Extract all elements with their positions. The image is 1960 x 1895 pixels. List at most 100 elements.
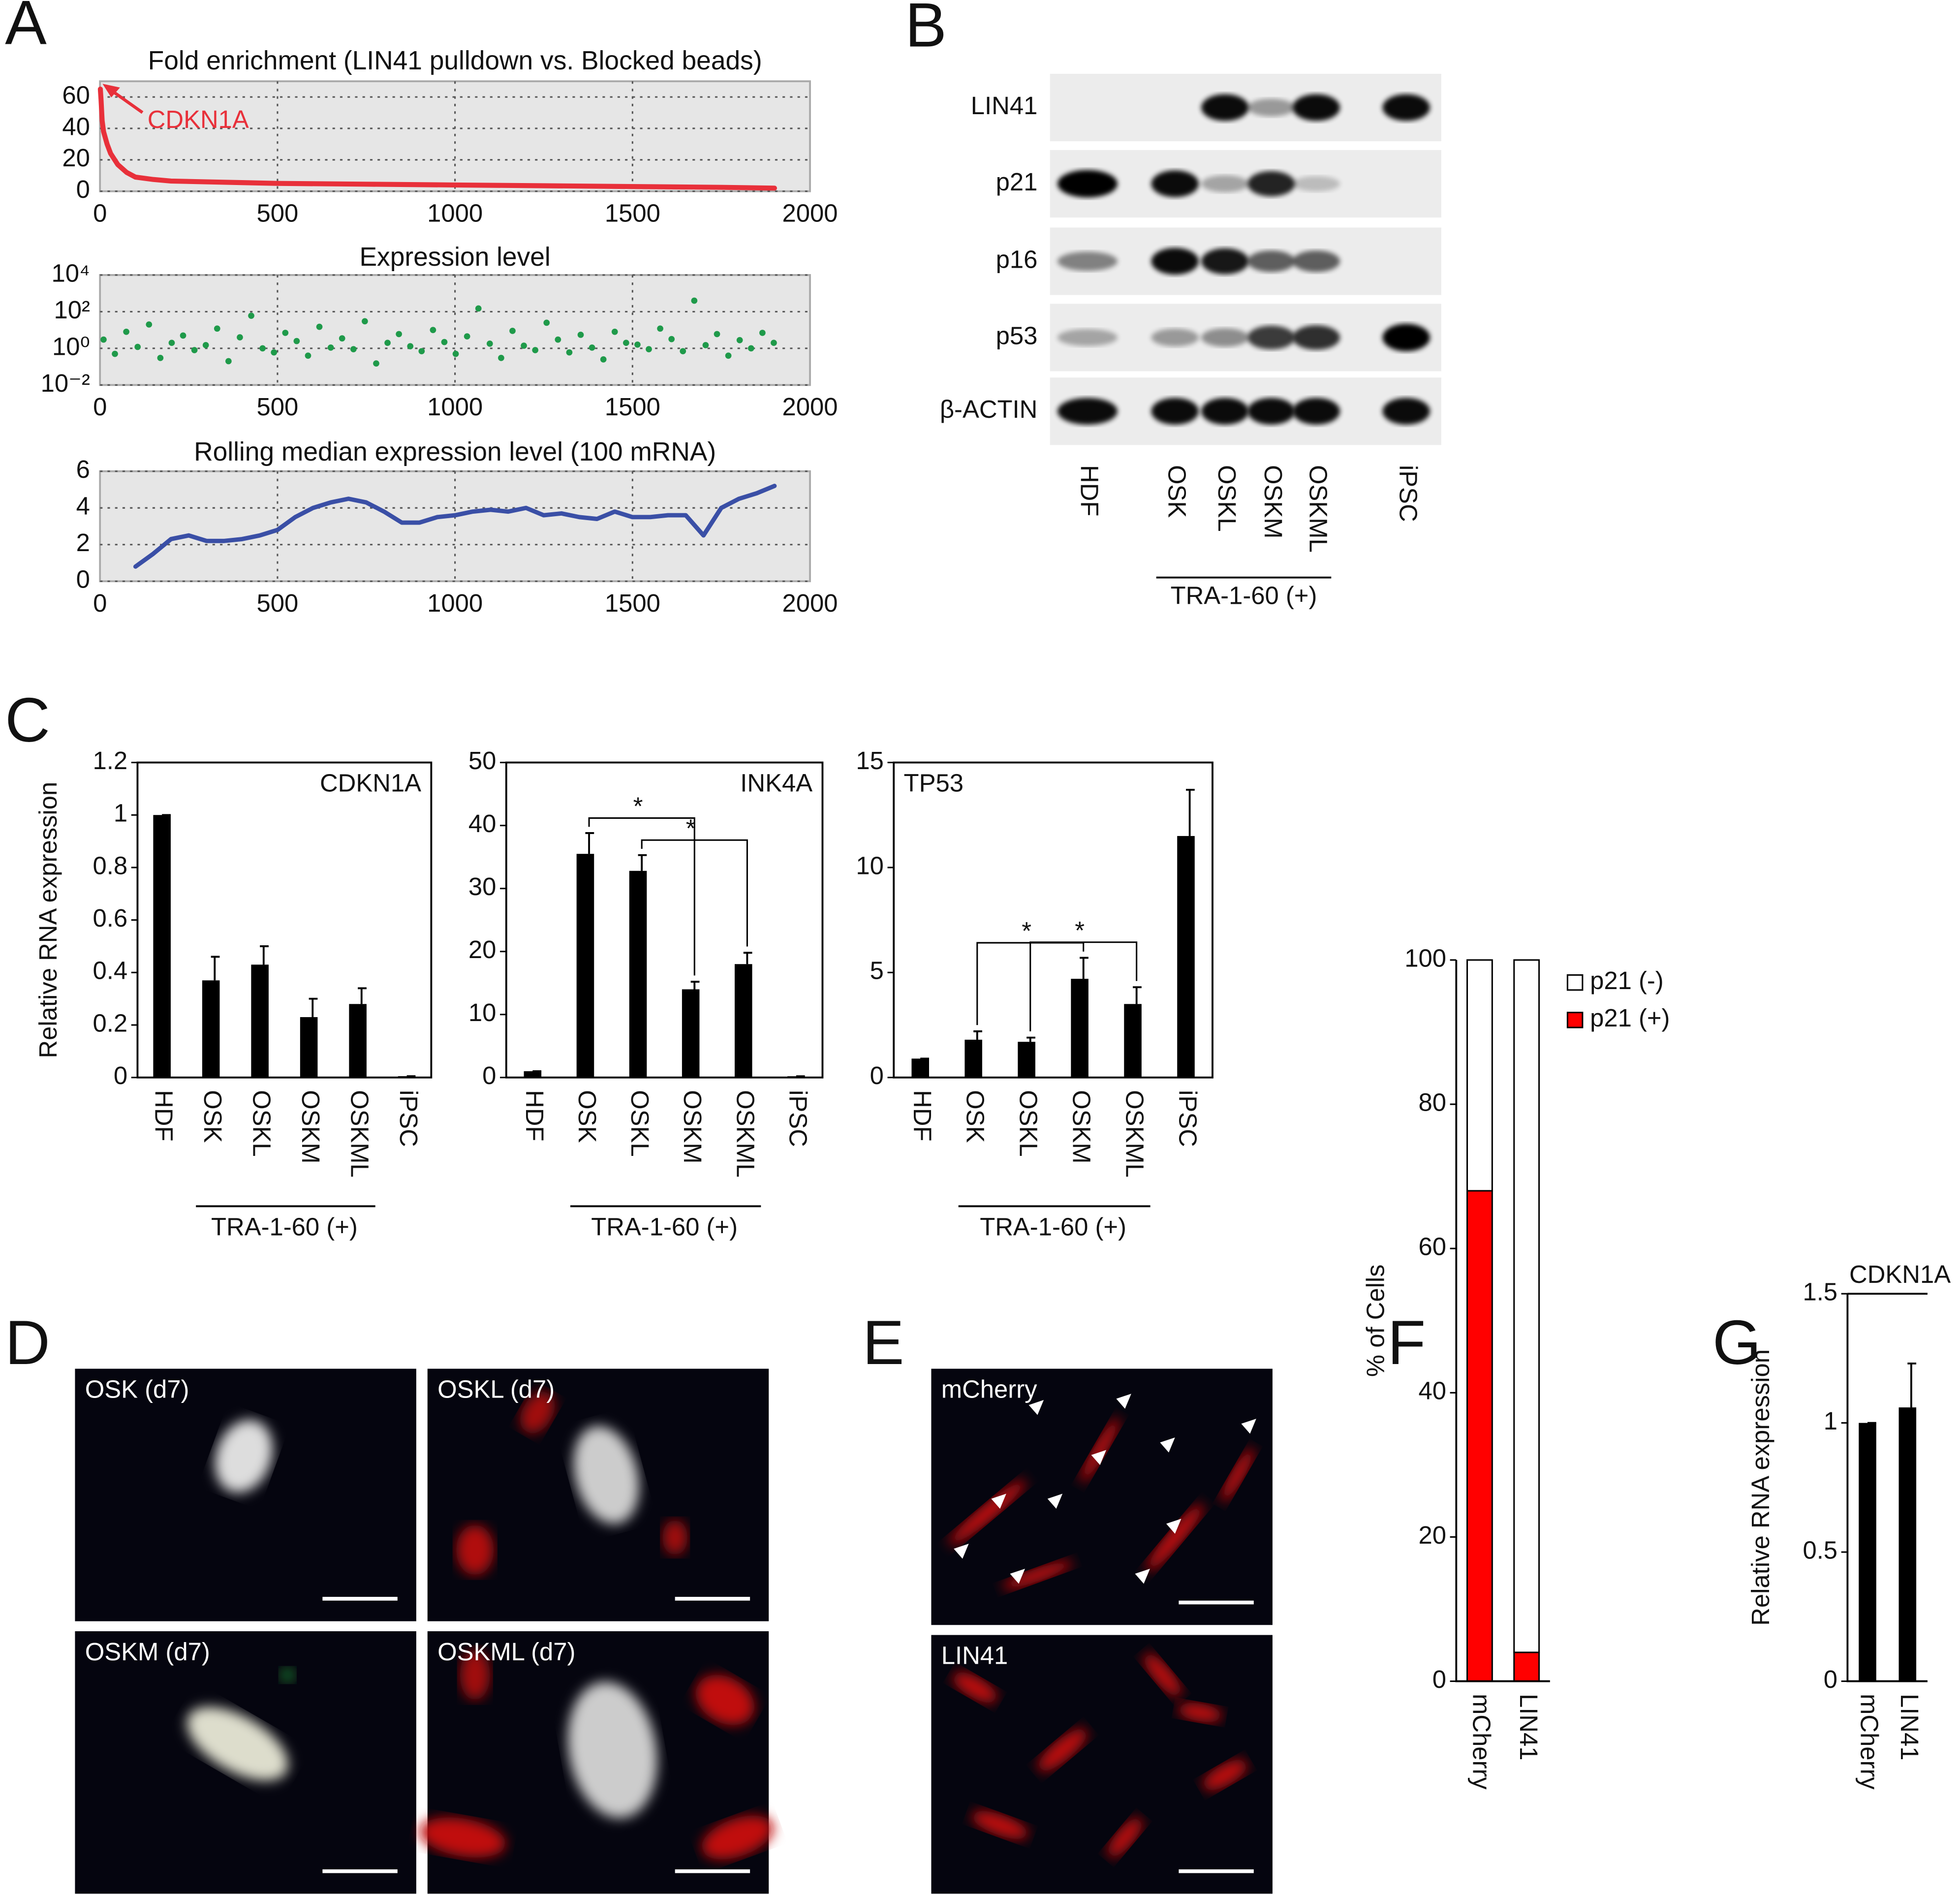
point <box>611 328 618 335</box>
point <box>498 355 504 361</box>
error-bar <box>743 952 752 964</box>
error-bar <box>211 956 220 981</box>
point <box>305 352 311 359</box>
y-tick-label: 20 <box>1418 1521 1446 1549</box>
y-tick-label: 40 <box>62 112 90 140</box>
x-tick-label: OSKL <box>248 1090 276 1157</box>
y-tick-label: 0.8 <box>93 851 127 879</box>
y-tick-label: 10⁴ <box>52 259 90 287</box>
bar <box>251 964 269 1078</box>
point <box>566 349 573 356</box>
micrograph <box>931 1635 1273 1894</box>
x-tick-label: OSK <box>573 1090 601 1143</box>
point <box>225 358 232 365</box>
micrograph-label: OSKM (d7) <box>85 1638 210 1666</box>
error-bar <box>358 987 367 1004</box>
group-label: TRA-1-60 (+) <box>211 1212 358 1241</box>
x-tick-label: 1500 <box>605 199 660 227</box>
axes <box>1455 960 1550 1682</box>
point <box>282 330 289 336</box>
x-tick-label: OSKM <box>679 1090 707 1164</box>
panel-label: E <box>863 1307 904 1377</box>
y-tick-label: 80 <box>1418 1088 1446 1116</box>
point <box>725 352 732 359</box>
band <box>1057 251 1118 271</box>
point <box>157 355 164 361</box>
error-bar <box>1907 1362 1917 1408</box>
point <box>680 348 686 355</box>
arrowhead <box>1135 1568 1150 1584</box>
y-tick-label: 40 <box>1418 1377 1446 1405</box>
y-tick-label: 1 <box>114 799 127 827</box>
significance-bracket <box>588 817 695 976</box>
panel-label: F <box>1388 1307 1426 1377</box>
chart-title: CDKN1A <box>320 769 421 797</box>
point <box>214 325 220 332</box>
bar <box>153 815 171 1078</box>
bar <box>1018 1042 1035 1078</box>
arrowhead <box>1047 1493 1063 1509</box>
micrograph-label: OSKL (d7) <box>437 1375 555 1403</box>
x-tick-label: iPSC <box>1174 1090 1202 1147</box>
point <box>577 331 584 338</box>
lane-label: OSKM <box>1259 465 1287 539</box>
y-axis-label: % of Cells <box>1362 1264 1390 1377</box>
point <box>191 347 198 353</box>
band <box>1201 398 1249 425</box>
point <box>464 333 470 340</box>
error-bar <box>1185 789 1195 836</box>
y-tick-label: 10 <box>468 998 497 1026</box>
x-tick-label: HDF <box>150 1090 178 1141</box>
x-tick-label: mCherry <box>1468 1694 1496 1790</box>
point <box>350 346 357 352</box>
band <box>1151 170 1199 197</box>
y-tick-label: 0 <box>1432 1665 1446 1693</box>
legend-swatch <box>1566 1012 1584 1028</box>
micrograph <box>931 1368 1273 1625</box>
point <box>441 339 448 345</box>
plot-frame <box>893 761 1213 1079</box>
x-tick-label: 500 <box>257 589 299 617</box>
y-tick-label: 60 <box>62 81 90 109</box>
y-tick-label: 15 <box>856 746 884 775</box>
point <box>146 321 153 328</box>
point <box>384 340 391 346</box>
arrowhead <box>1166 1519 1182 1534</box>
point <box>668 336 675 342</box>
point <box>112 350 118 357</box>
point <box>327 344 334 351</box>
y-tick-label: 10⁻² <box>41 369 90 397</box>
y-tick-label: 6 <box>76 455 90 483</box>
x-tick-label: OSKML <box>731 1090 759 1178</box>
point <box>373 360 379 367</box>
point <box>123 328 129 335</box>
band <box>1382 398 1430 425</box>
cell <box>520 1392 555 1433</box>
cell <box>215 1420 273 1493</box>
bar <box>734 964 752 1078</box>
arrowhead <box>1091 1450 1107 1465</box>
chart-title: CDKN1A <box>1849 1260 1951 1288</box>
cell <box>662 1520 688 1555</box>
point <box>702 342 709 348</box>
point <box>589 344 595 351</box>
band <box>1057 329 1118 346</box>
x-tick-label: HDF <box>908 1090 936 1141</box>
y-tick-label: 0.6 <box>93 904 127 932</box>
significance-star: * <box>1022 917 1031 945</box>
y-tick-label: 10² <box>54 296 90 324</box>
x-tick-label: 1000 <box>427 199 483 227</box>
group-label: TRA-1-60 (+) <box>980 1212 1126 1241</box>
significance-star: * <box>633 792 643 820</box>
error-bar <box>638 854 647 871</box>
group-label: TRA-1-60 (+) <box>1171 582 1317 610</box>
legend-label: p21 (+) <box>1590 1004 1670 1032</box>
lane-label: OSKML <box>1304 465 1332 553</box>
cell <box>573 1426 639 1524</box>
cell <box>1143 1653 1182 1697</box>
band <box>1057 170 1118 198</box>
micrograph-label: mCherry <box>941 1375 1037 1403</box>
legend-label: p21 (-) <box>1590 966 1664 994</box>
point <box>747 345 754 352</box>
